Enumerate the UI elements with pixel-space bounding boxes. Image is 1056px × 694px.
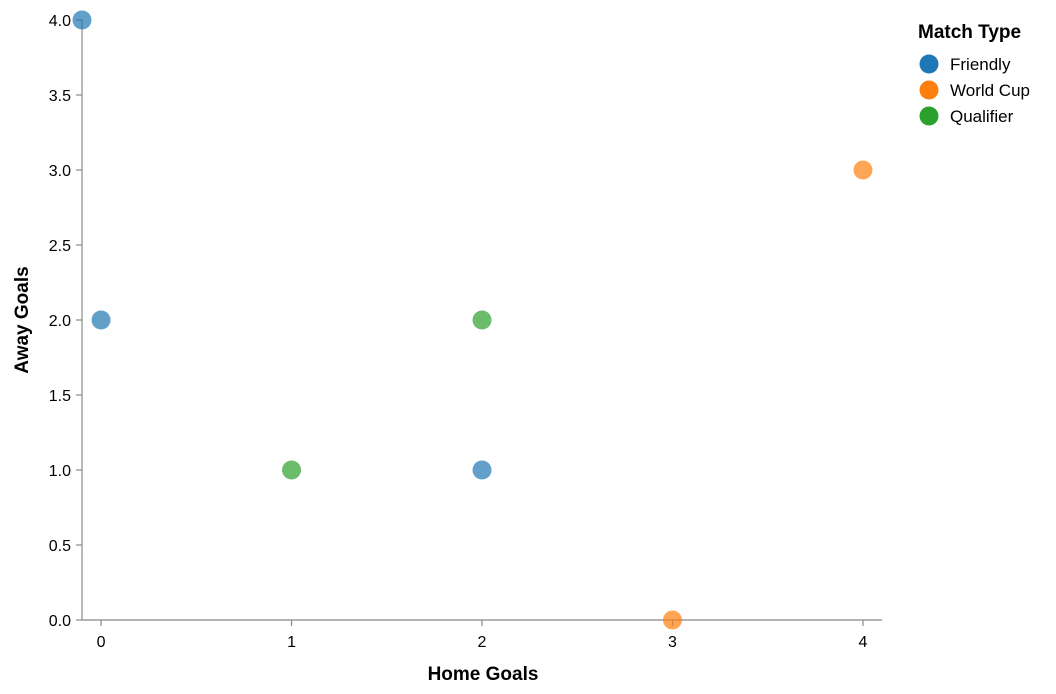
x-tick-label: 2	[478, 634, 487, 651]
y-tick-label: 2.0	[49, 313, 71, 330]
legend-swatch	[919, 54, 939, 74]
x-tick-label: 3	[668, 634, 677, 651]
x-tick-label: 1	[287, 634, 296, 651]
y-tick-label: 0.5	[49, 538, 71, 555]
x-axis-title: Home Goals	[428, 664, 539, 685]
data-point	[282, 460, 302, 480]
y-tick-label: 3.5	[49, 88, 71, 105]
y-tick-label: 4.0	[49, 13, 71, 30]
axes: 0.0 0.5 1.0 1.5 2.0 2.5 3.0 3.5 4.0 0 1 2 3 4	[49, 13, 882, 651]
y-tick-label: 0.0	[49, 613, 71, 630]
legend-label: Qualifier	[950, 107, 1014, 126]
y-tick-label: 3.0	[49, 163, 71, 180]
x-tick-label: 4	[858, 634, 867, 651]
data-point	[72, 10, 92, 30]
y-tick-label: 1.0	[49, 463, 71, 480]
data-point	[662, 610, 682, 630]
y-tick-label: 1.5	[49, 388, 71, 405]
data-point	[472, 310, 492, 330]
y-axis-title: Away Goals	[12, 266, 33, 373]
legend-label: World Cup	[950, 81, 1030, 100]
data-point	[91, 310, 111, 330]
data-points	[72, 10, 873, 630]
legend-label: Friendly	[950, 55, 1011, 74]
legend: Friendly World Cup Qualifier	[919, 54, 1030, 126]
legend-title: Match Type	[918, 22, 1021, 43]
y-tick-label: 2.5	[49, 238, 71, 255]
legend-swatch	[919, 80, 939, 100]
x-tick-label: 0	[97, 634, 106, 651]
legend-swatch	[919, 106, 939, 126]
data-point	[853, 160, 873, 180]
data-point	[472, 460, 492, 480]
